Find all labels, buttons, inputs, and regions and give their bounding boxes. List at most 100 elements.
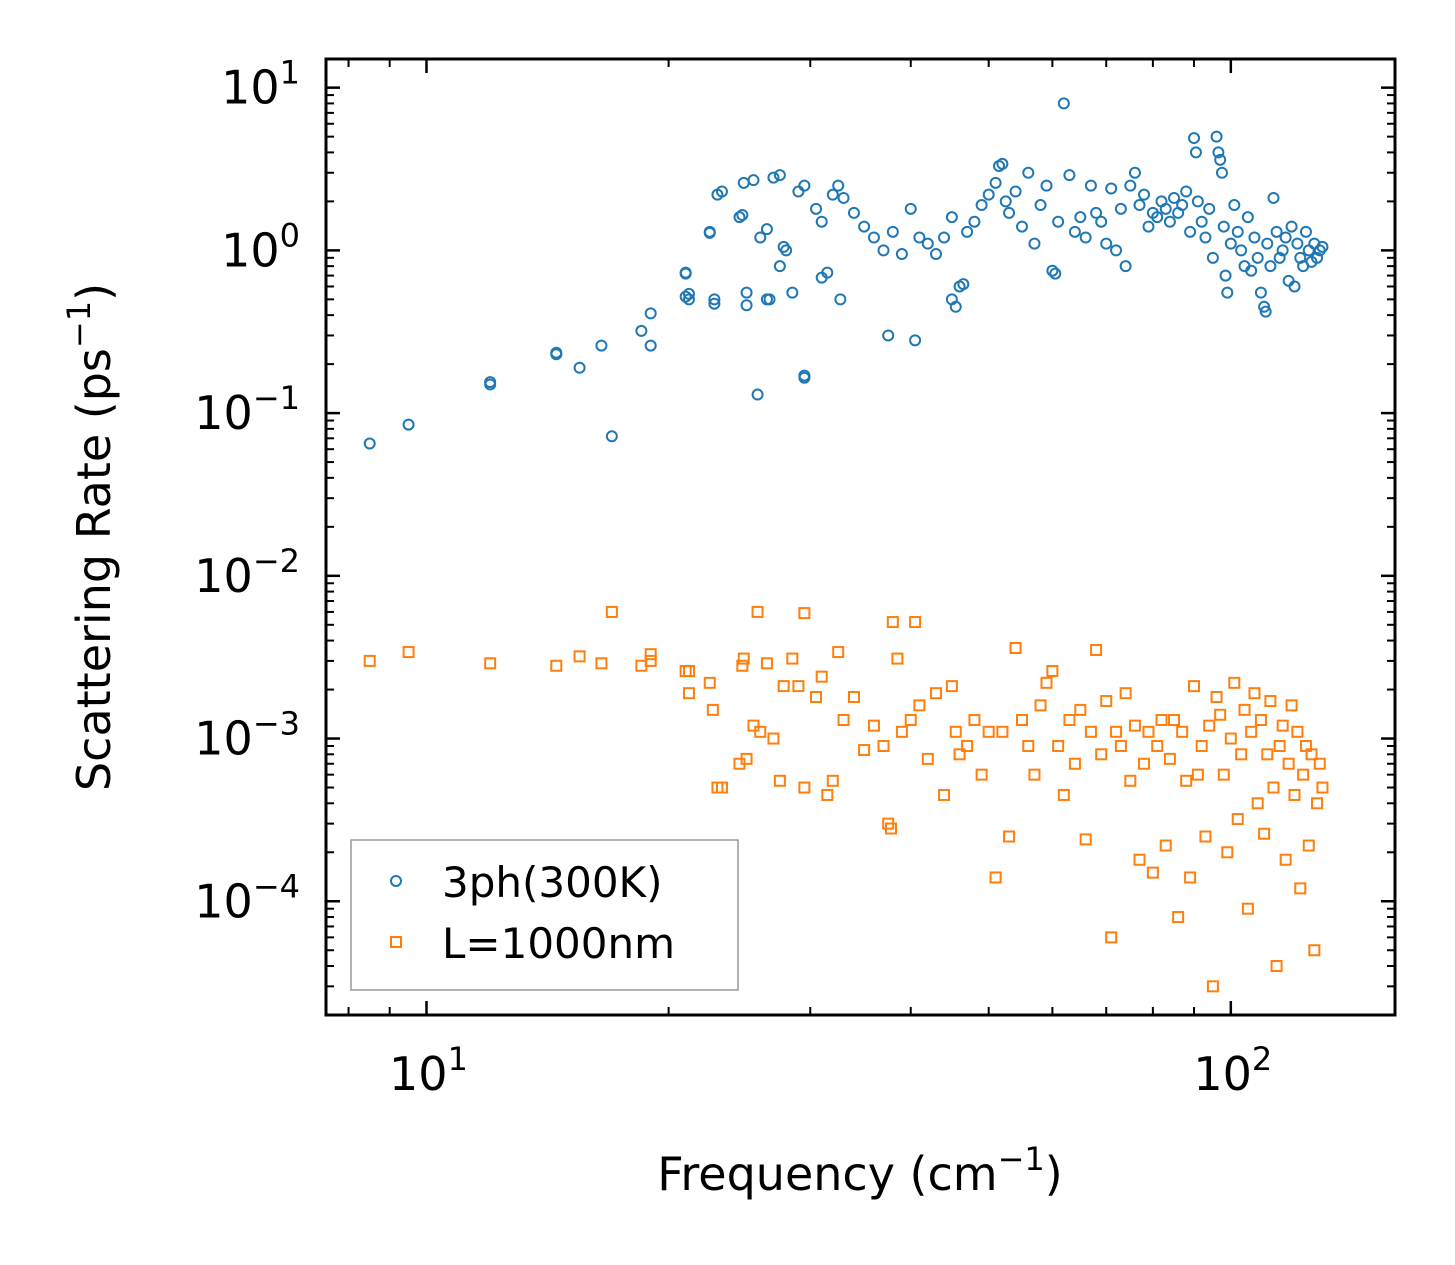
data-point — [837, 191, 850, 204]
data-point — [1251, 797, 1264, 810]
data-point — [877, 244, 890, 257]
data-point — [1313, 244, 1326, 257]
data-point — [1203, 719, 1216, 732]
data-point — [605, 605, 618, 618]
data-point — [1124, 774, 1137, 787]
data-point — [1254, 713, 1267, 726]
data-point — [682, 287, 695, 300]
data-point — [1228, 676, 1241, 689]
data-point — [708, 297, 721, 310]
data-point — [826, 188, 839, 201]
data-point — [760, 223, 773, 236]
data-point — [740, 752, 753, 765]
y-axis-title: Scattering Rate (ps−1) — [60, 283, 121, 791]
data-point — [682, 665, 695, 678]
data-point — [1316, 240, 1329, 253]
data-point — [1057, 788, 1070, 801]
data-point — [1203, 202, 1216, 215]
data-point — [821, 788, 834, 801]
data-point — [867, 231, 880, 244]
data-point — [1248, 687, 1261, 700]
series-3ph — [363, 97, 1329, 450]
data-point — [847, 691, 860, 704]
data-point — [754, 231, 767, 244]
data-point — [1282, 757, 1295, 770]
data-point — [1184, 871, 1197, 884]
data-point — [767, 171, 780, 184]
data-point — [1258, 827, 1271, 840]
data-point — [1191, 195, 1204, 208]
data-point — [1184, 225, 1197, 238]
data-point — [882, 329, 895, 342]
data-point — [1022, 166, 1035, 179]
data-point — [708, 293, 721, 306]
data-point — [847, 206, 860, 219]
data-point — [644, 307, 657, 320]
data-point — [1316, 781, 1329, 794]
y-tick-label: 101 — [221, 54, 300, 115]
data-point — [402, 646, 415, 659]
data-point — [1195, 215, 1208, 228]
data-point — [767, 732, 780, 745]
data-point — [1105, 182, 1118, 195]
data-point — [945, 680, 958, 693]
data-point — [1259, 305, 1272, 318]
data-point — [891, 652, 904, 665]
data-point — [1288, 280, 1301, 293]
data-point — [867, 719, 880, 732]
data-point — [1163, 215, 1176, 228]
data-point — [837, 713, 850, 726]
data-point — [1128, 719, 1141, 732]
data-point — [1146, 866, 1159, 879]
data-point — [1003, 206, 1016, 219]
data-point — [1151, 739, 1164, 752]
data-point — [1168, 713, 1181, 726]
y-tick-label: 10−3 — [194, 705, 300, 766]
data-point — [1261, 237, 1274, 250]
data-point — [989, 871, 1002, 884]
data-point — [798, 371, 811, 384]
data-point — [895, 725, 908, 738]
x-tick-label: 101 — [389, 1040, 468, 1101]
data-point — [1311, 251, 1324, 264]
data-point — [1084, 725, 1097, 738]
data-point — [938, 231, 951, 244]
data-point — [1199, 830, 1212, 843]
data-point — [1231, 225, 1244, 238]
data-point — [1273, 739, 1286, 752]
data-point — [1264, 695, 1277, 708]
data-point — [1100, 695, 1113, 708]
data-points — [363, 97, 1329, 993]
data-point — [1022, 739, 1035, 752]
data-point — [1063, 713, 1076, 726]
data-point — [595, 339, 608, 352]
data-point — [773, 260, 786, 273]
data-point — [363, 654, 376, 667]
data-point — [1214, 153, 1227, 166]
data-point — [1291, 725, 1304, 738]
data-point — [921, 752, 934, 765]
data-point — [1079, 833, 1092, 846]
data-point — [1034, 699, 1047, 712]
data-point — [1090, 206, 1103, 219]
data-point — [1273, 251, 1286, 264]
data-point — [1188, 132, 1201, 145]
data-point — [1180, 185, 1193, 198]
data-point — [989, 176, 1002, 189]
data-point — [798, 179, 811, 192]
data-point — [1199, 231, 1212, 244]
data-point — [1279, 853, 1292, 866]
data-point — [913, 231, 926, 244]
data-point — [751, 605, 764, 618]
data-point — [968, 215, 981, 228]
data-point — [1068, 225, 1081, 238]
data-point — [1254, 286, 1267, 299]
data-point — [1114, 739, 1127, 752]
data-point — [904, 713, 917, 726]
data-point — [1224, 237, 1237, 250]
data-point — [1090, 644, 1103, 657]
data-point — [798, 781, 811, 794]
data-point — [930, 687, 943, 700]
data-point — [1245, 725, 1258, 738]
data-point — [1279, 231, 1292, 244]
